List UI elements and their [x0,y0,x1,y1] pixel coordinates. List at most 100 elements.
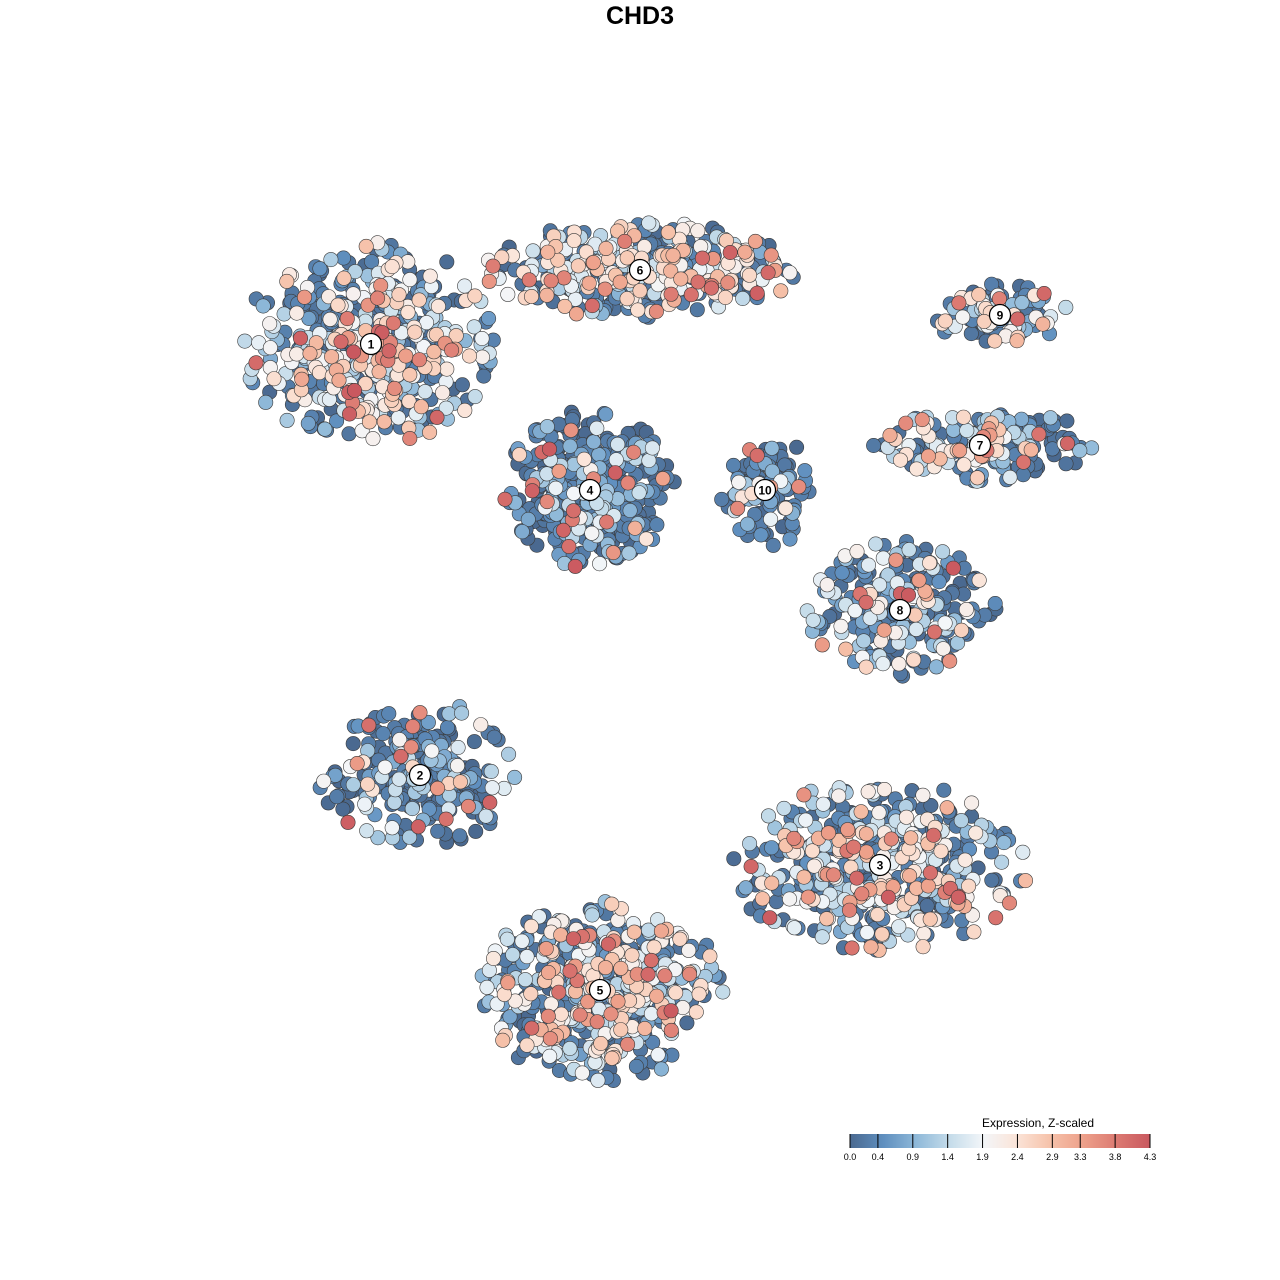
cluster-label-text: 4 [587,484,594,498]
cell-point [566,485,582,501]
cell-point [457,402,473,418]
cluster-label-9: 9 [988,303,1012,327]
cell-point [740,516,756,532]
cell-point [858,844,874,860]
cell-point [892,452,908,468]
cell-point [598,241,614,257]
cell-point [523,288,539,304]
cell-point [963,326,979,342]
cell-point [289,346,305,362]
cell-point [365,431,381,447]
cell-point [798,812,814,828]
cell-point [422,268,438,284]
cell-point [424,743,440,759]
cell-point [683,287,699,303]
cell-point [622,502,638,518]
cell-point [768,894,784,910]
cell-point [473,717,489,733]
cell-point [688,1004,704,1020]
cell-point [539,466,555,482]
cell-point [361,414,377,430]
cell-point [346,382,362,398]
cell-point [570,258,586,274]
cell-point [589,1014,605,1030]
cell-point [964,795,980,811]
cell-point [672,931,688,947]
cell-point [871,805,887,821]
cell-point [500,975,516,991]
cell-point [474,349,490,365]
cell-point [483,763,499,779]
cell-point [474,330,490,346]
cell-point [764,840,780,856]
cell-point [417,384,433,400]
cell-point [461,348,477,364]
cell-point [276,306,292,322]
cell-point [422,424,438,440]
cell-point [648,303,664,319]
cell-point [714,491,730,507]
cell-point [665,247,681,263]
cell-point [1002,469,1018,485]
cell-point [581,275,597,291]
cluster-label-10: 10 [753,478,777,502]
cell-point [663,1022,679,1038]
cell-point [725,457,741,473]
cell-point [592,556,608,572]
cell-point [749,285,765,301]
cell-point [834,565,850,581]
cell-point [608,452,624,468]
cell-point [262,340,278,356]
cell-point [637,1020,653,1036]
cell-point [563,422,579,438]
cell-point [430,780,446,796]
cell-point [289,305,305,321]
cell-point [942,653,958,669]
cell-point [782,265,798,281]
cluster-label-8: 8 [888,598,912,622]
cell-point [846,839,862,855]
cell-point [628,1058,644,1074]
cell-point [859,924,875,940]
cell-point [655,471,671,487]
cell-point [567,558,583,574]
cell-point [782,531,798,547]
cell-point [987,333,1003,349]
cell-point [928,659,944,675]
cell-point [381,706,397,722]
cell-point [1059,413,1075,429]
cell-point [543,273,559,289]
cell-point [613,1022,629,1038]
cell-point [294,371,310,387]
cell-point [454,705,470,721]
cell-point [860,557,876,573]
cell-point [375,726,391,742]
cell-point [717,289,733,305]
cell-point [630,302,646,318]
cell-point [971,287,987,303]
cell-point [620,1036,636,1052]
cell-point [584,907,600,923]
cell-point [765,537,781,553]
cell-point [312,261,328,277]
cell-point [764,463,780,479]
cell-point [880,889,896,905]
cell-point [248,355,264,371]
cell-point [439,361,455,377]
cell-point [555,522,571,538]
cell-point [523,986,539,1002]
cell-point [548,480,564,496]
cell-point [819,577,835,593]
cell-point [360,776,376,792]
cell-point [439,254,455,270]
cell-point [507,769,523,785]
cell-point [876,781,892,797]
cell-point [572,1007,588,1023]
cell-point [935,544,951,560]
cluster-label-6: 6 [628,258,652,282]
cell-point [540,244,556,260]
cell-point [585,255,601,271]
cell-point [931,574,947,590]
cell-point [956,457,972,473]
cell-point [833,618,849,634]
